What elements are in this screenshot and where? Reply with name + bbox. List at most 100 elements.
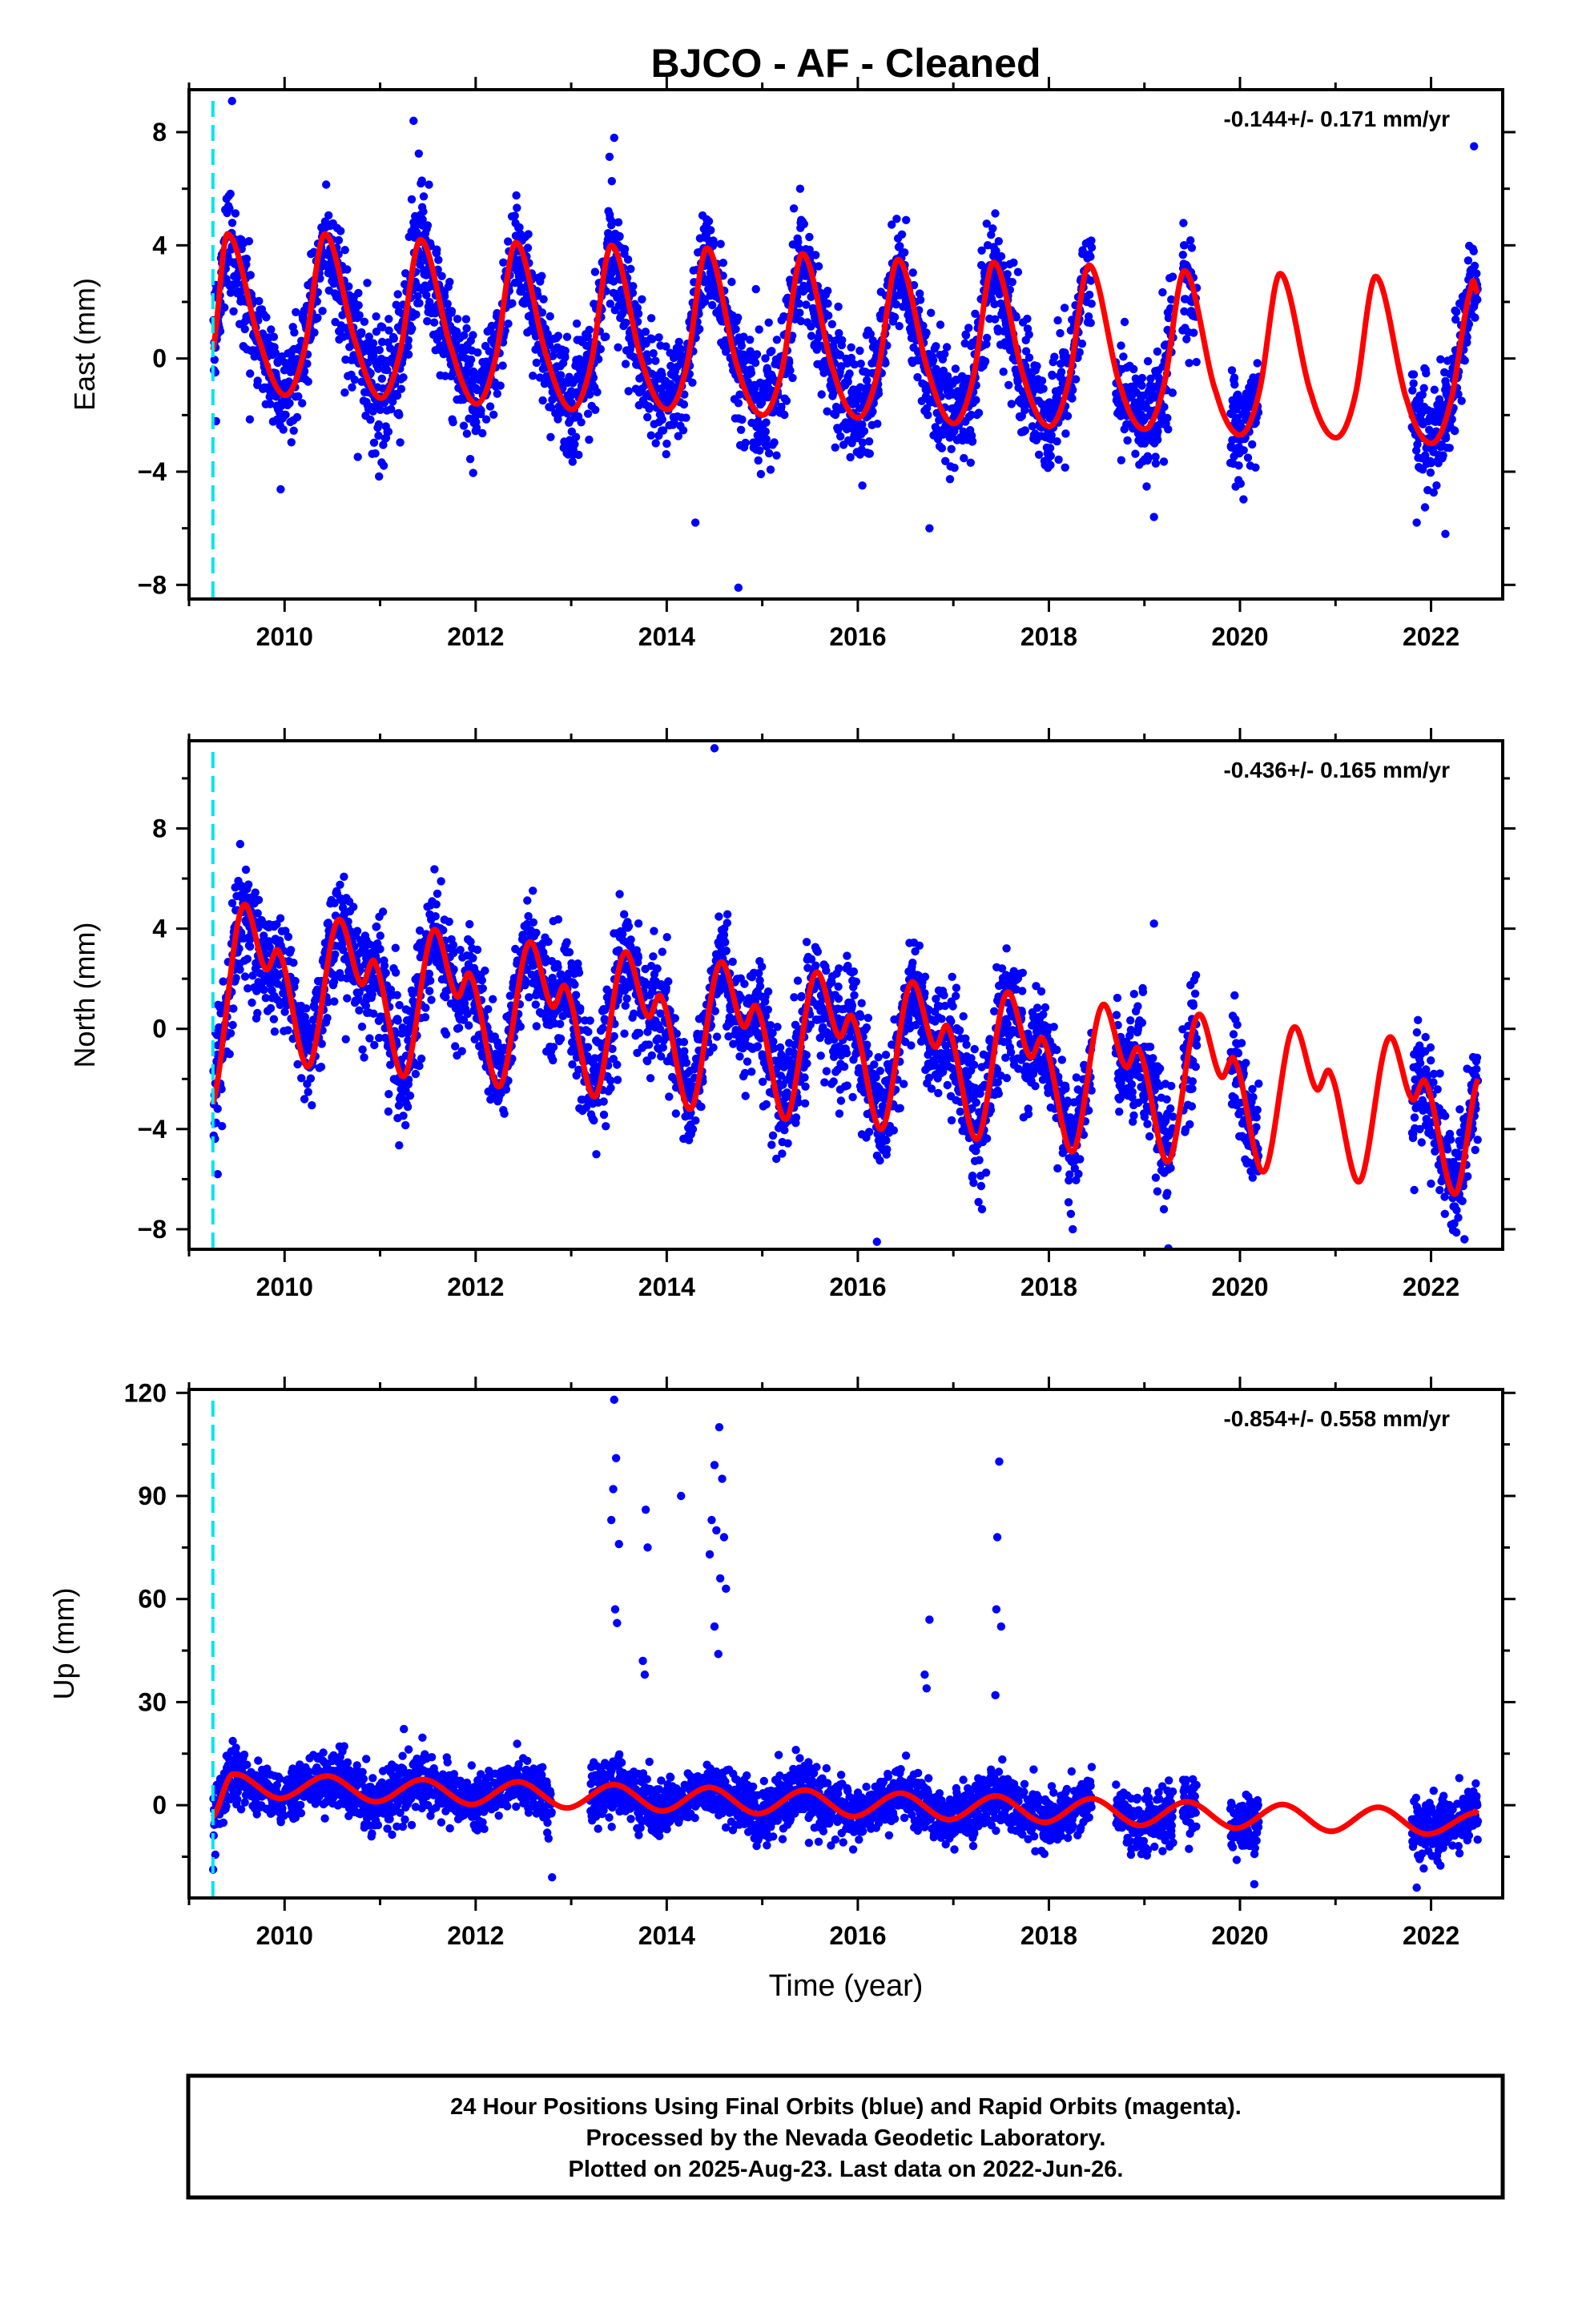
data-point [460, 331, 469, 340]
data-point [344, 282, 353, 291]
data-point [290, 328, 299, 337]
data-point [838, 336, 847, 344]
data-point [643, 412, 652, 422]
data-point [262, 313, 271, 322]
data-point [1048, 371, 1057, 380]
data-point [556, 1019, 565, 1028]
data-point [1142, 482, 1151, 491]
data-point [834, 302, 843, 312]
data-point [881, 359, 890, 368]
data-point [246, 271, 255, 279]
data-point [384, 315, 393, 324]
data-point [217, 1084, 226, 1094]
data-point [1452, 308, 1461, 316]
data-point [231, 209, 240, 218]
data-point [289, 959, 298, 967]
data-point [401, 269, 410, 278]
data-point [1427, 459, 1435, 468]
data-point [378, 907, 388, 916]
data-point [971, 309, 980, 318]
chart-title: BJCO - AF - Cleaned [650, 41, 1041, 86]
data-point [634, 309, 643, 318]
data-point [1419, 384, 1428, 392]
data-point [670, 418, 678, 427]
data-point [1454, 390, 1463, 399]
data-point [487, 321, 497, 331]
data-point [592, 1150, 601, 1159]
data-point [761, 427, 770, 436]
data-point [1408, 386, 1417, 395]
data-point [996, 299, 1005, 308]
data-point [453, 315, 462, 324]
data-point [1131, 449, 1140, 458]
data-point [936, 320, 945, 329]
x-tick-label: 2016 [829, 622, 886, 651]
data-point [1164, 313, 1173, 323]
data-point [922, 328, 931, 337]
data-point-outlier [610, 133, 618, 143]
data-point [764, 448, 774, 458]
data-point [1187, 243, 1197, 252]
data-point [286, 946, 296, 955]
data-point [1021, 347, 1031, 356]
data-point [226, 1029, 235, 1038]
data-point [755, 325, 763, 334]
data-point [1056, 328, 1065, 338]
data-point [523, 896, 532, 905]
y-tick-label: 8 [152, 118, 167, 147]
data-point [754, 456, 763, 465]
data-point [1086, 252, 1095, 261]
data-point [605, 152, 614, 161]
data-point [574, 968, 584, 977]
data-point [1153, 427, 1162, 436]
data-point [1039, 384, 1048, 393]
plot-area [209, 744, 1483, 1249]
data-point [827, 320, 837, 328]
data-point [473, 945, 482, 955]
data-point [679, 400, 689, 409]
data-point [405, 1092, 415, 1100]
data-point [226, 189, 235, 199]
plot-area [209, 96, 1482, 599]
data-point [1470, 261, 1479, 271]
data-point [1451, 315, 1460, 324]
data-point [391, 968, 401, 977]
data-point [980, 357, 990, 366]
data-point [401, 1120, 410, 1130]
data-point [996, 251, 1006, 261]
x-tick-label: 2022 [1403, 622, 1459, 651]
data-point [888, 220, 896, 229]
data-point [762, 435, 771, 444]
data-point [674, 337, 683, 347]
data-point [1084, 312, 1093, 321]
data-point [770, 438, 779, 447]
data-point [596, 344, 605, 354]
data-point [427, 995, 436, 1004]
data-point [937, 444, 947, 452]
data-point [498, 361, 507, 370]
x-tick-label: 2016 [829, 1273, 886, 1301]
data-point [874, 389, 884, 398]
data-point [496, 381, 505, 390]
data-point [284, 1026, 292, 1035]
data-point [465, 919, 474, 929]
data-point [316, 1063, 326, 1072]
data-point [739, 332, 748, 341]
data-point [422, 291, 431, 300]
data-point [598, 1023, 607, 1033]
data-point [1471, 313, 1479, 322]
data-point [945, 475, 955, 484]
data-point [368, 339, 378, 348]
data-point [1033, 362, 1041, 371]
data-point [392, 991, 401, 999]
data-point [1430, 385, 1439, 394]
data-point [246, 369, 255, 378]
data-point [397, 384, 406, 393]
data-point [624, 387, 633, 396]
data-point [481, 966, 489, 975]
y-tick-label: 0 [152, 344, 167, 373]
data-point [1087, 243, 1097, 252]
data-point [642, 350, 651, 359]
data-point [292, 412, 302, 422]
data-point [1151, 452, 1160, 461]
